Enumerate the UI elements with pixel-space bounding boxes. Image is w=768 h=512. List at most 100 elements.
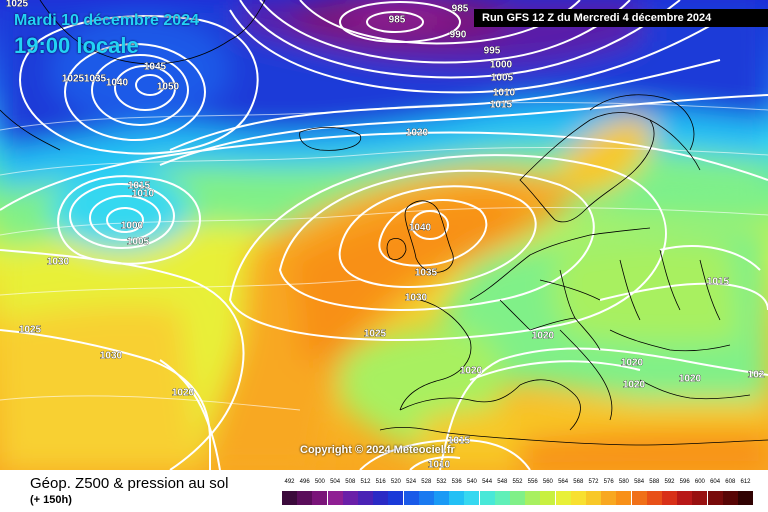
scale-swatch [510,491,525,505]
scale-swatch [601,491,617,505]
isobar-label: 1005 [491,73,514,84]
geopotential-map-graphic: 9859859909951000100510101015102010451050… [0,0,768,470]
scale-swatch [570,491,586,505]
isobar-label: 1015 [128,181,151,192]
scale-label: 604 [710,479,721,485]
scale-label: 608 [725,479,736,485]
isobar-label: 1000 [490,60,513,71]
scale-label: 572 [588,479,599,485]
scale-label: 524 [406,479,417,485]
isobar-label: 1015 [707,277,730,288]
scale-label: 540 [466,479,477,485]
forecast-lead: (+ 150h) [30,494,72,506]
scale-swatch [646,491,662,505]
isobar-label: 1010 [428,460,451,470]
isobar-label: 990 [450,30,467,41]
isobar-label: 1035 [415,268,438,279]
isobar-label: 1030 [405,293,428,304]
geopotential-fill [0,0,768,470]
color-scale: 492 496 500 504 508 512 516 520 524 528 532 536 540 5… [282,479,754,509]
scale-label: 576 [603,479,614,485]
scale-label: 504 [330,479,341,485]
scale-swatch [479,491,495,505]
scale-swatch [662,491,677,505]
isobar-label: 995 [484,46,501,57]
scale-label: 492 [284,479,295,485]
isobar-label: 1030 [47,257,70,268]
copyright: Copyright © 2024 Meteociel.fr [300,444,455,456]
scale-swatch [297,491,313,505]
run-info: Run GFS 12 Z du Mercredi 4 décembre 2024 [474,9,768,27]
scale-swatch [616,491,632,505]
scale-swatch [540,491,556,505]
weather-map: 985 985 990 995 1000 1005 1010 1015 1020 1045 1050… [0,0,768,470]
scale-label: 612 [740,479,751,485]
isobar-label: 1040 [409,223,432,234]
scale-swatch [418,491,434,505]
isobar-label: 1025 [6,0,29,10]
isobar-label: 1020 [621,358,644,369]
scale-label: 580 [618,479,629,485]
isobar-label: 1005 [127,237,150,248]
isobar-label: 102 [748,370,765,381]
scale-swatch [738,491,753,505]
scale-swatch [312,491,328,505]
scale-label: 508 [345,479,356,485]
scale-swatch [631,491,647,505]
isobar-label: 1015 [448,436,471,447]
isobar-label: 1020 [532,331,555,342]
scale-swatch [403,491,419,505]
isobar-label: 985 [389,15,406,26]
scale-label: 548 [497,479,508,485]
isobar-label: 1020 [460,366,483,377]
scale-swatch [282,491,297,505]
isobar-label: 1025 [364,329,387,340]
scale-label: 512 [360,479,371,485]
isobar-label: 1035 [84,74,107,85]
scale-swatch [494,491,510,505]
scale-swatch [449,491,465,505]
isobar-label: 1030 [100,351,123,362]
isobar-label: 1025 [62,74,85,85]
isobar-label: 1020 [406,128,429,139]
scale-swatch [525,491,541,505]
isobar-label: 985 [452,4,469,15]
scale-label: 560 [542,479,553,485]
isobar-label: 1025 [19,325,42,336]
geopotential-contours [0,102,768,411]
scale-label: 596 [679,479,690,485]
scale-swatch [707,491,723,505]
scale-swatch [677,491,693,505]
scale-swatch [722,491,738,505]
scale-swatch [586,491,601,505]
isobar-label: 1000 [121,221,144,232]
scale-label: 528 [421,479,432,485]
isobar-label: 1020 [623,380,646,391]
chart-title: Géop. Z500 & pression au sol [30,475,229,492]
isobar-label: 1010 [493,88,516,99]
scale-label: 500 [314,479,325,485]
scale-swatch [342,491,358,505]
isobar-label: 1020 [679,374,702,385]
scale-label: 536 [451,479,462,485]
isobar-label: 1010 [132,189,155,200]
isobar-label: 1040 [106,78,129,89]
scale-label: 532 [436,479,447,485]
valid-time: 19:00 locale [14,33,139,58]
scale-swatch [555,491,571,505]
scale-swatch [434,491,449,505]
isobar-labels: 9859859909951000100510101015102010451050… [6,0,766,470]
scale-label: 552 [512,479,523,485]
isobar-label: 1020 [172,388,195,399]
scale-label: 496 [299,479,310,485]
scale-label: 568 [573,479,584,485]
scale-swatch [464,491,480,505]
scale-label: 516 [375,479,386,485]
scale-swatch [327,491,343,505]
scale-label: 600 [694,479,705,485]
isobar-label: 1015 [490,100,513,111]
scale-label: 584 [634,479,645,485]
scale-label: 592 [664,479,675,485]
scale-label: 544 [482,479,493,485]
scale-swatch [373,491,389,505]
